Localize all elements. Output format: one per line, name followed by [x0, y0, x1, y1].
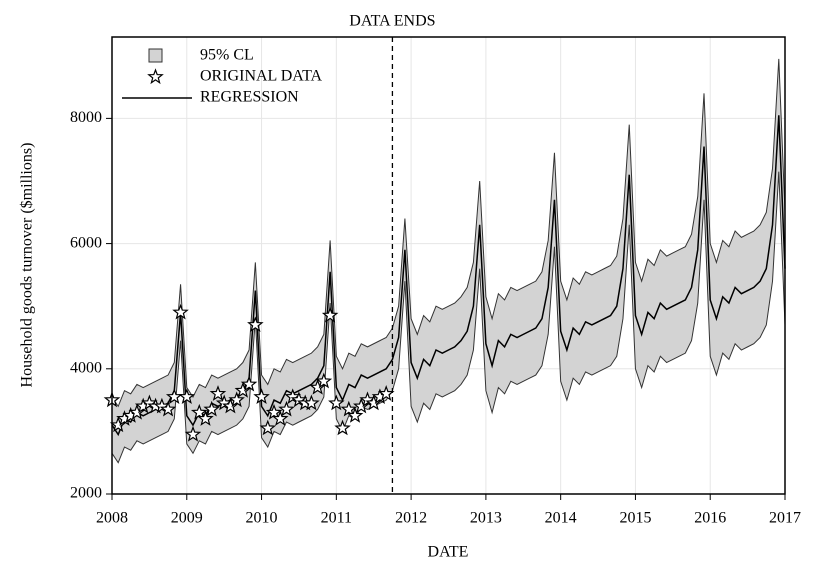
annotation-label: DATA ENDS: [349, 13, 435, 30]
data-point: [190, 403, 208, 420]
data-point: [184, 425, 202, 442]
band-upper: [111, 58, 786, 408]
legend-label: ORIGINAL DATA: [200, 68, 323, 85]
data-point: [259, 419, 277, 436]
y-tick-label: 4000: [70, 359, 102, 376]
x-tick-label: 2011: [321, 510, 352, 527]
legend-label: 95% CL: [200, 47, 254, 64]
data-point: [228, 391, 245, 408]
data-point: [334, 419, 351, 436]
data-point: [178, 388, 196, 404]
data-point: [340, 400, 358, 417]
data-point: [328, 394, 345, 411]
data-point: [271, 410, 289, 426]
data-point: [315, 372, 333, 389]
y-tick-label: 6000: [70, 234, 102, 251]
data-point: [203, 400, 220, 417]
x-tick-label: 2016: [694, 510, 726, 527]
y-tick-label: 2000: [70, 485, 102, 502]
x-tick-label: 2008: [96, 510, 128, 527]
confidence-band: [112, 58, 785, 463]
data-point: [265, 403, 283, 420]
data-point: [253, 388, 270, 404]
data-point: [377, 385, 395, 401]
plot-frame: [111, 36, 786, 495]
x-tick-label: 2010: [246, 510, 278, 527]
x-axis-label: DATE: [428, 544, 469, 561]
data-point: [303, 394, 320, 411]
data-point: [197, 410, 214, 426]
x-tick-label: 2013: [470, 510, 502, 527]
data-point: [321, 306, 339, 323]
legend-swatch: [148, 48, 163, 63]
data-point: [278, 400, 295, 417]
x-tick-label: 2017: [769, 510, 801, 527]
x-tick-label: 2009: [171, 510, 203, 527]
x-tick-label: 2014: [545, 510, 577, 527]
data-point: [209, 385, 227, 401]
data-point: [346, 406, 364, 423]
x-tick-label: 2015: [619, 510, 651, 527]
data-point: [240, 375, 258, 392]
y-axis-label: Household goods turnover ($millions): [19, 143, 36, 388]
y-tick-label: 8000: [70, 109, 102, 126]
x-tick-label: 2012: [395, 510, 427, 527]
data-point: [141, 394, 158, 411]
data-point: [159, 400, 177, 417]
band-lower: [111, 171, 786, 464]
legend-label: REGRESSION: [200, 89, 299, 106]
data-point: [247, 316, 264, 333]
data-point: [172, 303, 189, 320]
legend-star: [147, 68, 164, 85]
